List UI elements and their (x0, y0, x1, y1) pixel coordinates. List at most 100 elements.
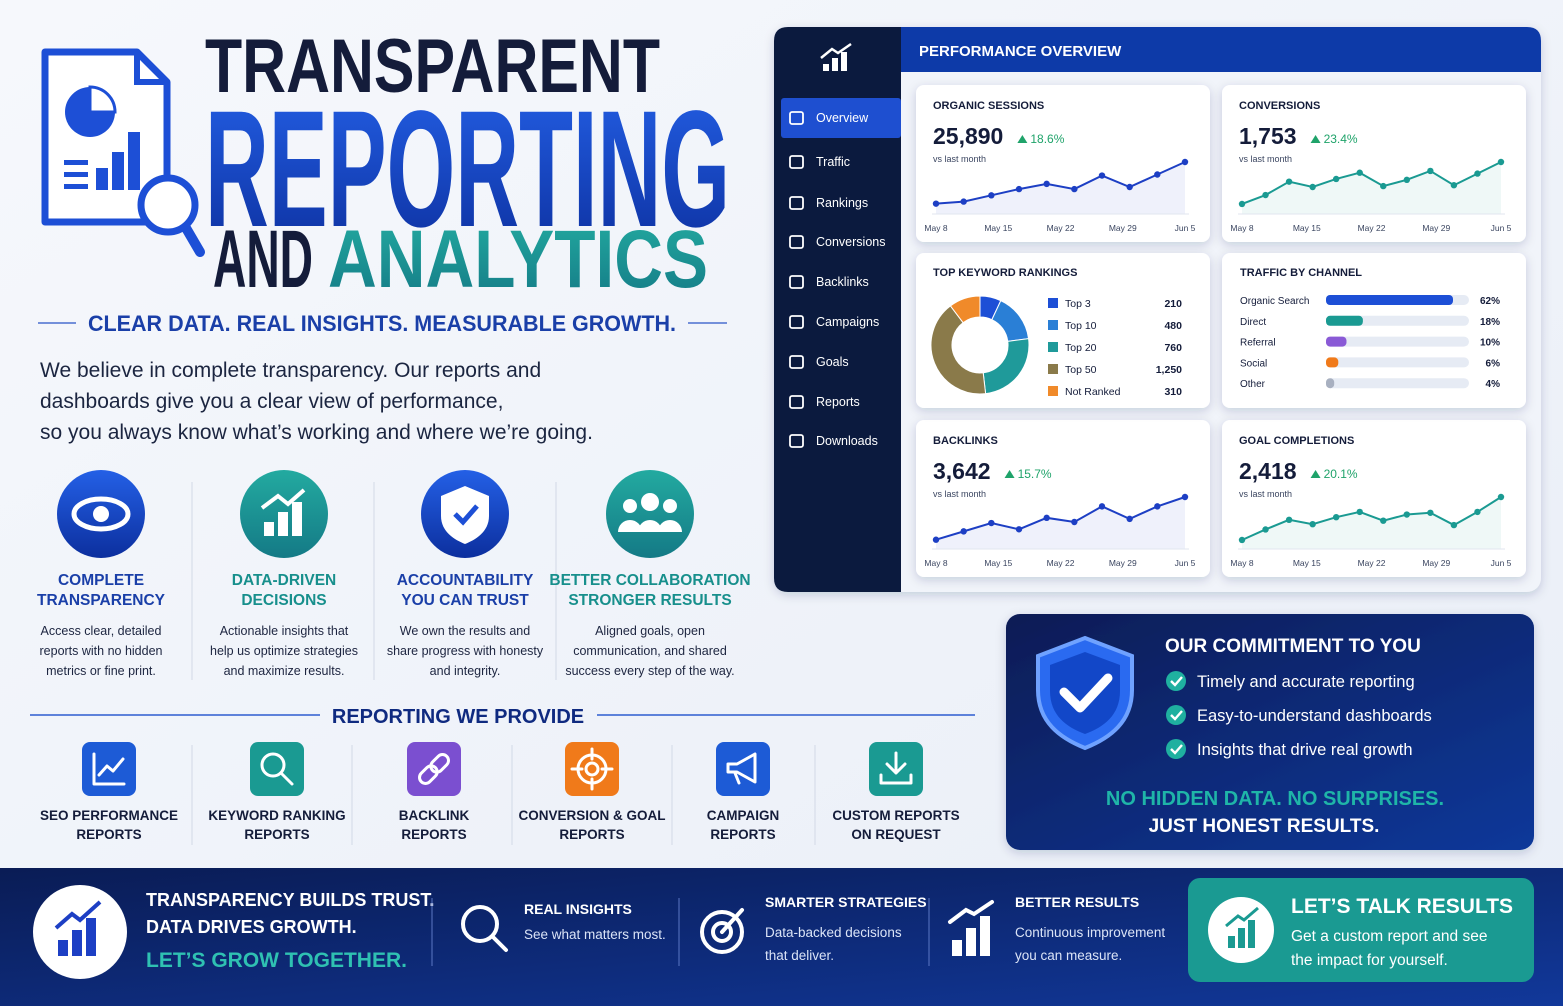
sidebar-logo-bar (823, 64, 829, 71)
trend-point (988, 192, 995, 199)
logo-line (64, 160, 88, 165)
kpi-up-arrow (1017, 135, 1028, 143)
legend-value: 210 (1164, 298, 1182, 310)
kpi-change: 15.7% (1018, 467, 1052, 481)
footer-item-title: SMARTER STRATEGIES (765, 894, 927, 910)
glyph (429, 753, 450, 774)
trend-point (1380, 182, 1387, 190)
legend-swatch (1048, 298, 1058, 308)
nav-item: Campaigns (816, 315, 879, 329)
glyph (92, 752, 126, 786)
donut-segment (930, 305, 987, 395)
card (1222, 253, 1526, 408)
report-icon (407, 742, 461, 796)
trend-area (1242, 497, 1501, 549)
trend-area (936, 162, 1185, 214)
kpi-up-arrow (1004, 470, 1015, 478)
x-tick-label: May 29 (1422, 558, 1450, 568)
nav-item: Reports (816, 395, 860, 409)
x-tick-label: May 29 (1109, 223, 1137, 233)
pillar-title: YOU CAN TRUST (401, 592, 529, 609)
trend-point (1071, 185, 1078, 193)
card (916, 420, 1210, 577)
pillar-title: DECISIONS (241, 592, 326, 609)
icon-target-inner (711, 921, 733, 943)
icon-bar (966, 928, 976, 956)
pillar-text: reports with no hidden (40, 644, 163, 658)
nav-item: Overview (816, 111, 869, 125)
glyph (570, 747, 614, 791)
pillar-icon (421, 470, 509, 558)
report-icon (565, 742, 619, 796)
footer-call: LET’S GROW TOGETHER. (146, 949, 407, 972)
pillar-title: DATA-DRIVEN (232, 572, 336, 589)
pillar-icon (57, 470, 145, 558)
nav-item: Conversions (816, 235, 885, 249)
card-title: TOP KEYWORD RANKINGS (933, 267, 1077, 279)
x-tick-label: May 15 (984, 558, 1012, 568)
bar-label: Direct (1240, 317, 1266, 328)
footer-item-text: See what matters most. (524, 927, 666, 942)
kpi-value: 25,890 (933, 123, 1003, 149)
card (916, 253, 1210, 408)
legend-value: 480 (1164, 320, 1182, 332)
nav-item: Downloads (816, 434, 878, 448)
trend-point (1356, 508, 1363, 516)
nav-item: Backlinks (816, 275, 869, 289)
bar (1326, 295, 1453, 305)
trend-point (1043, 180, 1050, 188)
report-label: CONVERSION & GOAL (518, 808, 665, 823)
cta-box[interactable] (1188, 878, 1534, 982)
trend-point (1497, 493, 1505, 501)
icon-bar (952, 940, 962, 956)
report-icon (82, 742, 136, 796)
report-tile (250, 742, 304, 796)
kpi-title: BACKLINKS (933, 435, 998, 447)
nav-active (781, 98, 901, 138)
trend-point (1154, 503, 1161, 510)
pillar-title: TRANSPARENCY (37, 592, 166, 609)
bar-label: Organic Search (1240, 296, 1309, 307)
card (1222, 420, 1526, 577)
kpi-note: vs last month (933, 154, 986, 164)
trend-point (1332, 513, 1340, 521)
cta-bar (1228, 936, 1235, 948)
report-tile (565, 742, 619, 796)
kpi-up-arrow (1310, 470, 1321, 478)
trend-point (1262, 526, 1269, 533)
footer-item-text: that deliver. (765, 948, 834, 963)
trend-point (1126, 183, 1133, 191)
person-head (623, 499, 637, 513)
report-label: BACKLINK (399, 808, 470, 823)
legend-label: Not Ranked (1065, 386, 1121, 398)
legend-label: Top 10 (1065, 320, 1097, 332)
bullet-check (1166, 739, 1186, 759)
x-tick-label: May 8 (1230, 223, 1253, 233)
commit-point: Timely and accurate reporting (1197, 673, 1415, 691)
x-tick-label: Jun 5 (1491, 558, 1512, 568)
chart-arrow (260, 488, 306, 510)
trend-point (1285, 178, 1293, 185)
glyph (260, 752, 286, 778)
title-end: ANALYTICS (328, 214, 708, 305)
report-label: CUSTOM REPORTS (832, 808, 959, 823)
x-tick-label: May 8 (924, 223, 947, 233)
kpi-up-arrow (1310, 135, 1321, 143)
bar-track (1326, 336, 1469, 347)
logo-lens (137, 174, 199, 236)
x-tick-label: Jun 5 (1175, 558, 1196, 568)
legend-swatch (1048, 320, 1058, 330)
nav-icon (789, 235, 804, 249)
chart-bar (264, 522, 274, 536)
legend-label: Top 20 (1065, 342, 1097, 354)
trend-point (1154, 171, 1161, 178)
trend-point (1309, 520, 1316, 528)
x-tick-label: Jun 5 (1175, 223, 1196, 233)
sidebar (774, 27, 901, 592)
report-label: REPORTS (244, 827, 309, 842)
nav-icon (789, 155, 804, 169)
nav-icon (789, 111, 804, 125)
trend-point (1071, 518, 1078, 526)
trend-point (1285, 516, 1293, 524)
bar-track (1326, 357, 1469, 368)
